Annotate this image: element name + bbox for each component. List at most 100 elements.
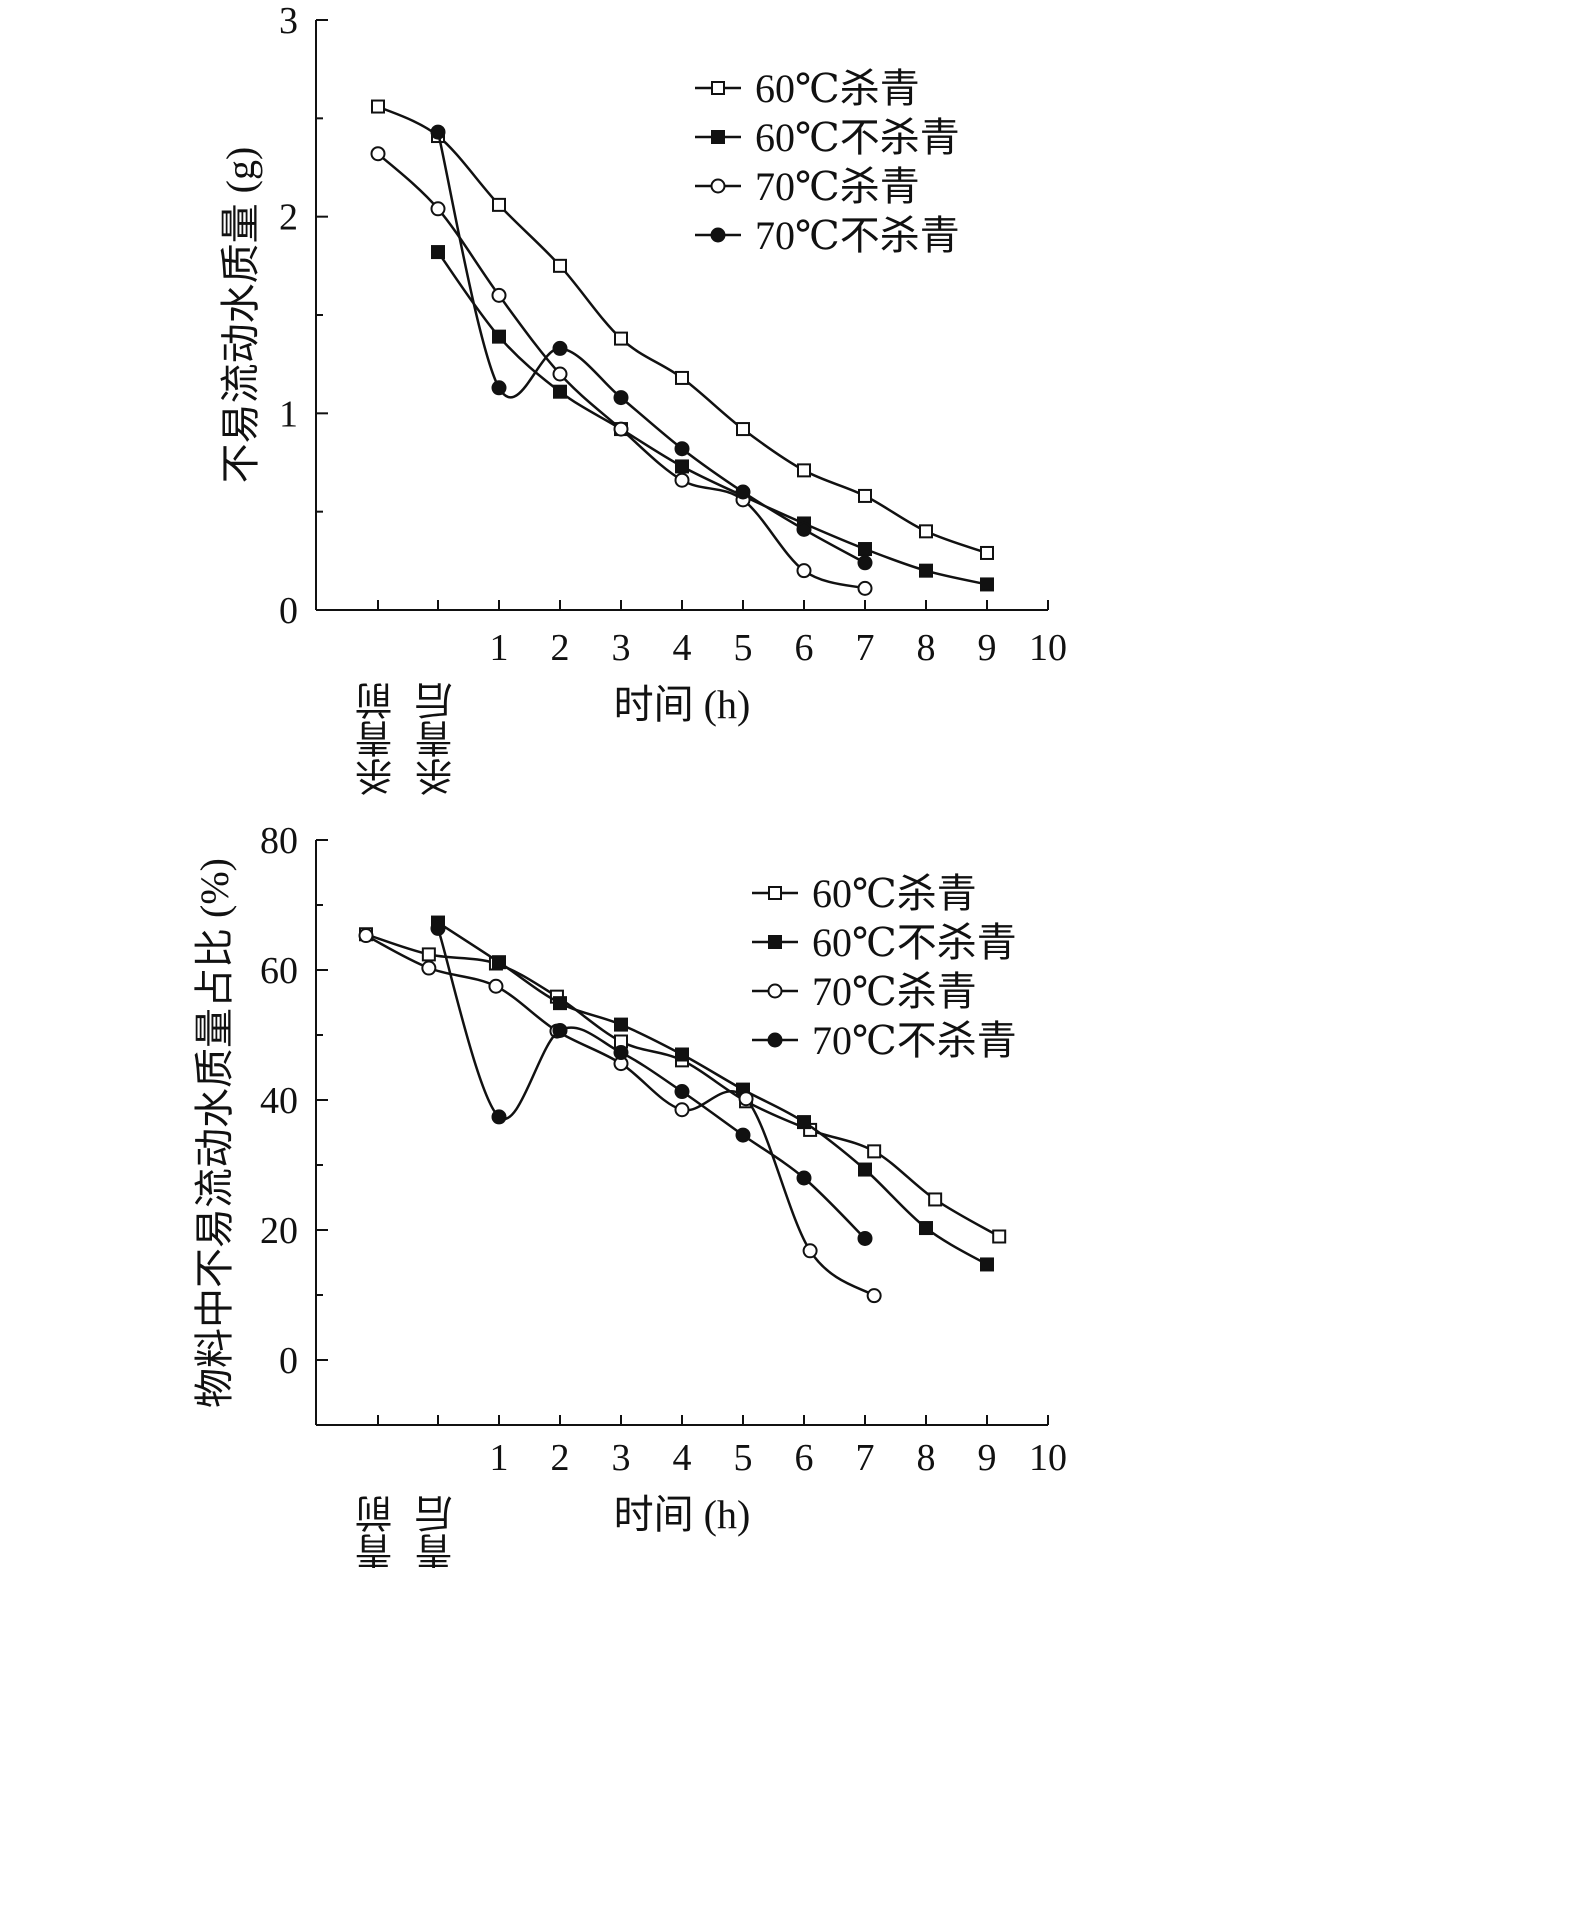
data-point: [858, 1162, 872, 1177]
x-tick-label: 7: [856, 627, 875, 669]
data-point: [675, 370, 689, 385]
x-tick-label: 3: [612, 1437, 631, 1479]
data-point: [796, 521, 812, 537]
data-point: [421, 947, 436, 962]
data-point: [552, 1022, 568, 1038]
x-tick-label: 5: [734, 1437, 753, 1479]
legend-label: 70℃杀青: [812, 969, 977, 1014]
data-point: [919, 1221, 933, 1236]
series-line: [377, 152, 866, 590]
data-point: [980, 1257, 994, 1272]
data-point: [492, 197, 506, 212]
legend-marker: [710, 227, 726, 243]
y-tick-label: 40: [260, 1080, 298, 1122]
data-point: [674, 1102, 690, 1118]
series-line: [365, 934, 875, 1297]
series-2: [431, 245, 994, 592]
x-tick-label: 1: [490, 627, 509, 669]
data-point: [674, 441, 690, 457]
data-point: [866, 1288, 882, 1304]
legend-label: 60℃杀青: [755, 66, 920, 111]
data-point: [797, 1115, 811, 1130]
x-tick-label: 8: [917, 1437, 936, 1479]
x-tick-label: 9: [978, 627, 997, 669]
data-point: [796, 1170, 812, 1186]
x-axis-label: 时间 (h): [614, 1492, 751, 1537]
data-point: [492, 955, 506, 970]
data-point: [421, 960, 437, 976]
data-point: [858, 488, 872, 503]
data-point: [675, 459, 689, 474]
legend-marker: [768, 935, 782, 949]
y-tick-label: 0: [279, 1340, 298, 1382]
legend-marker: [767, 1032, 783, 1048]
data-point: [857, 555, 873, 571]
legend-label: 70℃杀青: [755, 164, 920, 209]
x-tick-label: 2: [551, 627, 570, 669]
legend-label: 60℃杀青: [812, 871, 977, 916]
data-point: [371, 99, 385, 114]
legend-label: 70℃不杀青: [755, 213, 960, 258]
data-point: [491, 287, 507, 303]
legend-marker: [711, 130, 725, 144]
data-point: [736, 422, 750, 437]
x-tick-label: 6: [795, 627, 814, 669]
data-point: [492, 329, 506, 344]
series-2: [431, 915, 994, 1272]
x-tick-label: 10: [1029, 627, 1067, 669]
data-point: [613, 390, 629, 406]
data-point: [430, 920, 446, 936]
data-point: [919, 524, 933, 539]
y-tick-label: 1: [279, 393, 298, 435]
data-point: [491, 1109, 507, 1125]
data-point: [857, 580, 873, 596]
series-4: [430, 124, 873, 571]
data-point: [614, 331, 628, 346]
x-tick-label: 5: [734, 627, 753, 669]
x-category-label: 杀青后: [416, 682, 459, 796]
y-axis-label: 不易流动水质量 (g): [218, 147, 263, 484]
data-point: [928, 1192, 943, 1207]
data-point: [674, 472, 690, 488]
y-tick-label: 60: [260, 950, 298, 992]
data-point: [613, 421, 629, 437]
data-point: [614, 1017, 628, 1032]
legend-marker: [768, 886, 782, 900]
y-tick-label: 0: [279, 590, 298, 632]
data-point: [735, 484, 751, 500]
data-point: [802, 1243, 818, 1259]
data-point: [858, 542, 872, 557]
data-point: [674, 1084, 690, 1100]
x-category-label: 杀青前: [356, 682, 399, 796]
legend-marker: [711, 81, 725, 95]
data-point: [431, 245, 445, 260]
y-tick-label: 20: [260, 1210, 298, 1252]
x-tick-label: 6: [795, 1437, 814, 1479]
y-tick-label: 2: [279, 197, 298, 239]
x-tick-label: 10: [1029, 1437, 1067, 1479]
series-line: [437, 921, 988, 1266]
x-tick-label: 2: [551, 1437, 570, 1479]
data-point: [430, 124, 446, 140]
x-tick-label: 4: [673, 1437, 692, 1479]
data-point: [553, 996, 567, 1011]
x-tick-label: 4: [673, 627, 692, 669]
data-point: [552, 366, 568, 382]
data-point: [735, 1127, 751, 1143]
legend-label: 60℃不杀青: [812, 920, 1017, 965]
data-point: [867, 1144, 882, 1159]
data-point: [358, 928, 374, 944]
y-tick-label: 3: [279, 0, 298, 42]
legend-marker: [767, 983, 783, 999]
data-point: [980, 545, 994, 560]
data-point: [980, 577, 994, 592]
data-point: [553, 384, 567, 399]
series-1: [371, 99, 994, 560]
data-point: [992, 1229, 1007, 1244]
y-axis-label: 物料中不易流动水质量占比 (%): [192, 858, 237, 1408]
legend-label: 60℃不杀青: [755, 115, 960, 160]
x-tick-label: 3: [612, 627, 631, 669]
